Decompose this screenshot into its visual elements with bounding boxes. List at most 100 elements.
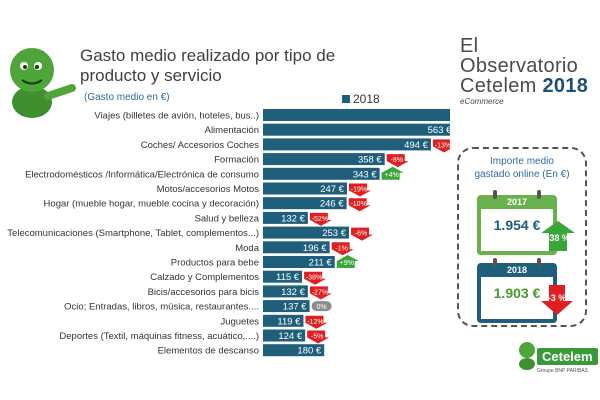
bar-value-label: 132 €	[281, 213, 305, 224]
category-label: Salud y belleza	[195, 213, 260, 224]
change-label: -19%	[351, 187, 367, 194]
bar-value-label: 180 €	[297, 346, 321, 357]
online-heading-unit: (En €)	[542, 169, 570, 180]
bar-row: Deportes (Textil, máquinas fitness, acuá…	[59, 329, 330, 344]
bar-value-label: 124 €	[278, 331, 302, 342]
online-value-2018: 1.903 €	[493, 285, 541, 301]
calendar-ring	[537, 258, 541, 267]
bar-value-label: 211 €	[309, 258, 333, 269]
arrow-down-icon	[305, 315, 328, 329]
category-label: Electrodomésticos /Informática/Electróni…	[25, 169, 259, 180]
arrow-down-icon	[541, 285, 573, 315]
arrow-down-icon	[331, 242, 354, 256]
calendar-2017-year: 2017	[477, 195, 557, 209]
category-label: Ocio; Entradas, libros, música, restaura…	[64, 302, 259, 313]
bar-row: Coches/ Accesorios Coches 494 € -13%	[141, 138, 450, 153]
bar-row: Motos/accesorios Motos 247 € -19%	[157, 182, 371, 197]
legend-swatch	[342, 95, 350, 103]
online-change-2017: +38 %	[544, 233, 570, 243]
bar-row: Elementos de descanso 180 €	[158, 344, 325, 357]
cetelem-logo: Cetelem Groupe BNP PARIBAS	[515, 340, 598, 375]
category-label: Elementos de descanso	[158, 346, 259, 357]
bar-row: Telecomunicaciones (Smartphone, Tablet, …	[7, 226, 374, 241]
arrow-down-icon	[348, 198, 371, 212]
calendar-2018-year: 2018	[477, 263, 557, 277]
calendar-ring	[537, 190, 541, 199]
bar-value-label: 343 €	[353, 169, 377, 180]
bar	[263, 226, 350, 239]
change-label: -13%	[435, 142, 450, 149]
category-label: Productos para bebe	[171, 258, 259, 269]
change-label: -5%	[311, 334, 323, 341]
category-label: Bicis/accesorios para bicis	[148, 287, 260, 298]
online-heading-line-2: gastado online (En €)	[459, 168, 585, 181]
arrow-down-icon	[304, 271, 327, 285]
bar	[263, 182, 347, 195]
change-label: -38%	[306, 275, 322, 282]
bar	[263, 211, 308, 224]
bar-value-label: 196 €	[303, 243, 327, 254]
bar-value-label: 253 €	[322, 228, 346, 239]
bar-value-label: 494 €	[404, 140, 428, 151]
arrow-down-icon	[432, 139, 450, 153]
bar-value-label: 563 €	[428, 125, 450, 136]
bar-value-label: 137 €	[283, 302, 307, 313]
bar	[263, 270, 303, 283]
arrow-down-icon	[307, 330, 330, 344]
chart-title: Gasto medio realizado por tipo de produc…	[80, 46, 336, 85]
brand-line-2: Cetelem 2018	[460, 76, 590, 96]
bar-row: Calzado y Complementos 115 € -38%	[150, 270, 327, 285]
category-label: Juguetes	[220, 316, 259, 327]
calendar-ring	[493, 190, 497, 199]
change-label: -12%	[307, 319, 323, 326]
online-value-2017: 1.954 €	[493, 217, 541, 233]
bar-chart: Viajes (billetes de avión, hoteles, bus.…	[7, 109, 450, 357]
calendar-ring	[493, 258, 497, 267]
bar	[263, 153, 385, 166]
bar	[263, 329, 306, 342]
category-label: Moda	[235, 243, 259, 254]
bar-row: Viajes (billetes de avión, hoteles, bus.…	[94, 109, 450, 122]
bar-value-label: 246 €	[320, 199, 344, 210]
bar-row: Bicis/accesorios para bicis 132 € -27%	[148, 285, 332, 300]
category-label: Motos/accesorios Motos	[157, 184, 260, 195]
category-label: Formación	[214, 155, 259, 166]
category-label: Telecomunicaciones (Smartphone, Tablet, …	[7, 228, 259, 239]
legend-label: 2018	[353, 92, 380, 106]
brand-year: 2018	[542, 75, 589, 97]
bar	[263, 123, 450, 136]
arrow-down-icon	[348, 183, 371, 197]
change-label: 0%	[317, 304, 327, 311]
online-change-2018: -3 %	[547, 293, 567, 303]
bar-row: Hogar (mueble hogar, mueble cocina y dec…	[44, 197, 371, 212]
change-label: +9%	[340, 260, 354, 267]
bar	[263, 285, 308, 298]
bar-value-label: 247 €	[320, 184, 344, 195]
bar-row: Productos para bebe 211 € +9%	[171, 255, 359, 269]
change-label: -1%	[335, 245, 347, 252]
brand-line-1: El Observatorio	[460, 35, 579, 77]
change-label: -6%	[355, 231, 367, 238]
change-label: -8%	[390, 157, 402, 164]
change-badge-neutral	[311, 301, 332, 312]
change-label: +4%	[385, 172, 399, 179]
chart-legend: 2018	[342, 92, 380, 106]
bar-row: Moda 196 € -1%	[235, 241, 354, 256]
bar-row: Formación 358 € -8%	[214, 153, 409, 168]
bar	[263, 314, 304, 327]
online-heading-text: gastado online	[474, 169, 540, 180]
bar-value-label: 358 €	[358, 155, 382, 166]
bar-value-label: 132 €	[281, 287, 305, 298]
bar	[263, 109, 450, 121]
bar-row: Salud y belleza 132 € -52%	[195, 211, 332, 226]
arrow-up-icon	[541, 221, 575, 251]
category-label: Coches/ Accesorios Coches	[141, 140, 260, 151]
category-label: Deportes (Textil, máquinas fitness, acuá…	[59, 331, 259, 342]
arrow-down-icon	[351, 227, 374, 241]
online-heading-line-1: Importe medio	[490, 156, 554, 167]
change-label: -52%	[312, 216, 328, 223]
category-label: Viajes (billetes de avión, hoteles, bus.…	[94, 111, 259, 122]
bar-row: Electrodomésticos /Informática/Electróni…	[25, 166, 404, 180]
logo-wordmark: Cetelem	[537, 348, 598, 365]
bar	[263, 300, 310, 313]
